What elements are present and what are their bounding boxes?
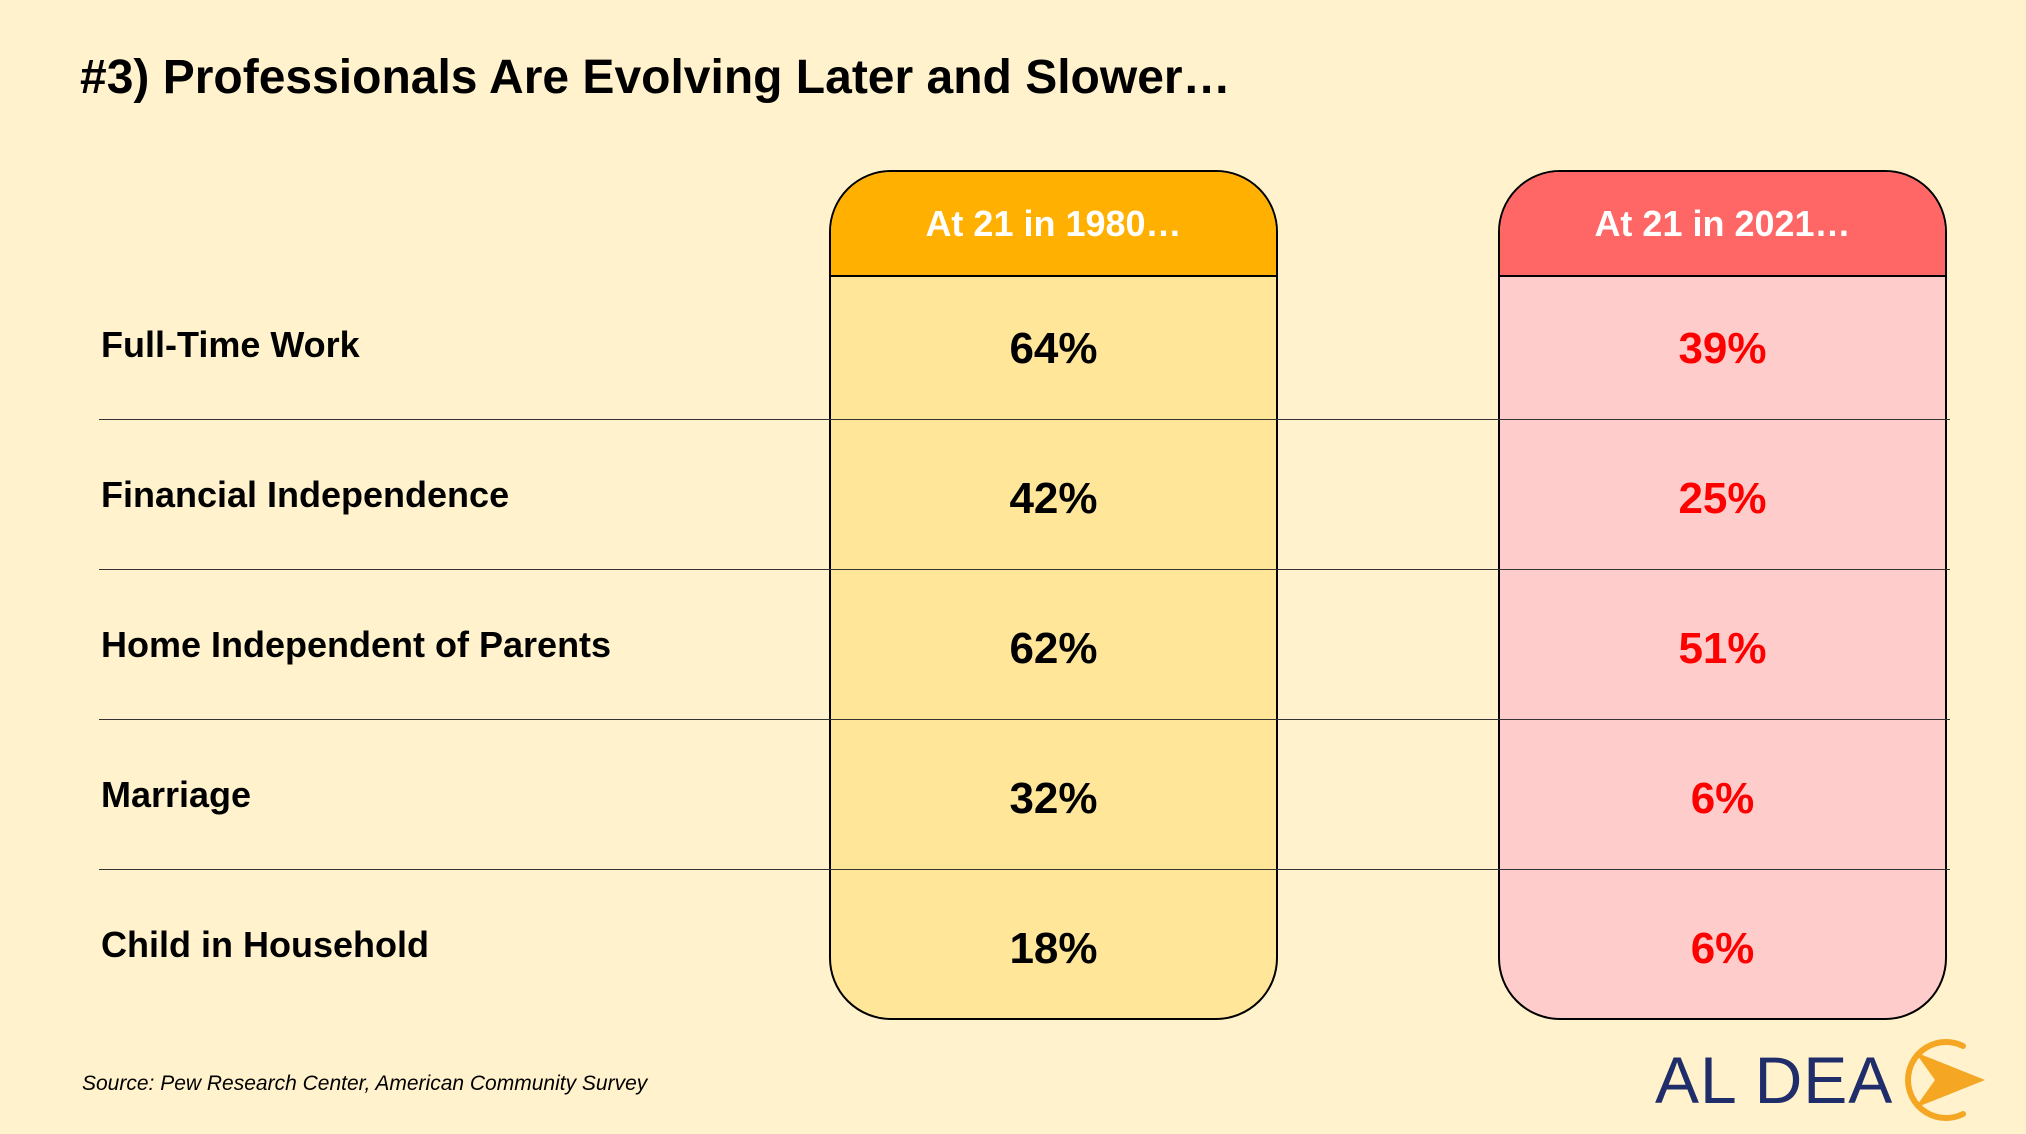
row-divider <box>99 869 1950 870</box>
row-label-marriage: Marriage <box>101 774 252 815</box>
column-2021: At 21 in 2021… <box>1498 170 1947 1020</box>
arrow-circle-icon <box>1905 1039 1986 1121</box>
value-2021-home-independent: 51% <box>1678 624 1767 673</box>
value-1980-marriage: 32% <box>1009 774 1098 823</box>
row-divider <box>99 569 1950 570</box>
row-divider <box>99 719 1950 720</box>
value-1980-home-independent: 62% <box>1009 624 1098 673</box>
source-note: Source: Pew Research Center, American Co… <box>82 1072 648 1095</box>
logo-text: AL DEA <box>1655 1043 1894 1117</box>
value-2021-financial-independence: 25% <box>1678 474 1767 523</box>
row-divider <box>99 419 1950 420</box>
row-label-child-in-household: Child in Household <box>101 924 429 965</box>
column-1980: At 21 in 1980… <box>829 170 1278 1020</box>
page-title: #3) Professionals Are Evolving Later and… <box>80 51 1231 104</box>
column-header-1980: At 21 in 1980… <box>831 172 1276 277</box>
value-2021-child-in-household: 6% <box>1690 924 1755 973</box>
value-2021-full-time-work: 39% <box>1678 324 1767 373</box>
value-1980-child-in-household: 18% <box>1009 924 1098 973</box>
value-1980-financial-independence: 42% <box>1009 474 1098 523</box>
brand-logo: AL DEA <box>1655 1035 1993 1125</box>
row-label-financial-independence: Financial Independence <box>101 474 510 515</box>
row-label-home-independent: Home Independent of Parents <box>101 624 612 665</box>
value-2021-marriage: 6% <box>1690 774 1755 823</box>
value-1980-full-time-work: 64% <box>1009 324 1098 373</box>
row-label-full-time-work: Full-Time Work <box>101 324 360 365</box>
column-header-2021: At 21 in 2021… <box>1500 172 1945 277</box>
